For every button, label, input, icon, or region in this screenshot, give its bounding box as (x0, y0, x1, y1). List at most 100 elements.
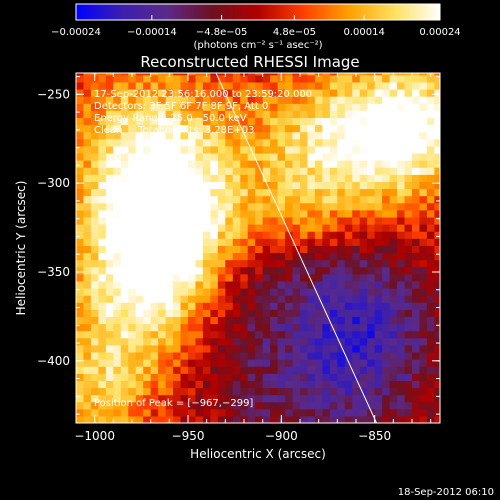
heatmap-cell (329, 81, 338, 90)
heatmap-cell (195, 373, 204, 381)
heatmap-cell (404, 124, 413, 133)
heatmap-cell (322, 209, 331, 218)
heatmap-cell (143, 103, 152, 111)
heatmap-cell (367, 266, 376, 275)
heatmap-cell (352, 238, 361, 246)
heatmap-cell (426, 74, 435, 83)
heatmap-cell (374, 415, 383, 423)
heatmap-cell (314, 373, 323, 381)
heatmap-cell (247, 323, 256, 332)
heatmap-cell (359, 231, 368, 239)
heatmap-cell (426, 287, 435, 296)
heatmap-cell (434, 209, 440, 218)
heatmap-cell (367, 96, 376, 104)
heatmap-cell (210, 408, 219, 417)
heatmap-cell (359, 103, 368, 111)
heatmap-cell (113, 238, 122, 246)
heatmap-cell (367, 209, 376, 218)
heatmap-cell (113, 131, 122, 140)
heatmap-cell (329, 160, 338, 168)
heatmap-cell (292, 117, 301, 126)
heatmap-cell (135, 408, 144, 417)
heatmap-cell (277, 131, 286, 140)
heatmap-cell (300, 373, 309, 381)
heatmap-cell (240, 181, 249, 190)
heatmap-cell (300, 131, 309, 140)
heatmap-cell (374, 373, 383, 381)
heatmap-cell (158, 259, 167, 268)
heatmap-cell (389, 231, 398, 239)
heatmap-cell (180, 252, 189, 261)
heatmap-cell (285, 295, 294, 303)
heatmap-cell (128, 245, 137, 254)
heatmap-cell (83, 74, 92, 83)
heatmap-cell (300, 117, 309, 126)
heatmap-cell (173, 309, 182, 317)
heatmap-cell (120, 287, 129, 296)
heatmap-cell (158, 366, 167, 374)
heatmap-cell (195, 394, 204, 403)
heatmap-cell (404, 167, 413, 175)
heatmap-cell (367, 224, 376, 232)
heatmap-cell (247, 295, 256, 303)
heatmap-cell (426, 330, 435, 339)
heatmap-cell (322, 202, 331, 211)
heatmap-cell (105, 252, 114, 261)
heatmap-cell (195, 231, 204, 239)
heatmap-cell (382, 415, 391, 423)
heatmap-cell (150, 238, 159, 246)
heatmap-cell (389, 287, 398, 296)
heatmap-cell (143, 167, 152, 175)
heatmap-cell (292, 145, 301, 154)
heatmap-cell (83, 110, 92, 119)
heatmap-cell (202, 337, 211, 346)
heatmap-cell (105, 330, 114, 339)
heatmap-cell (359, 287, 368, 296)
heatmap-cell (202, 351, 211, 360)
heatmap-cell (352, 359, 361, 367)
heatmap-cell (292, 103, 301, 111)
heatmap-cell (426, 209, 435, 218)
heatmap-cell (426, 401, 435, 410)
heatmap-cell (270, 74, 279, 83)
heatmap-cell (98, 224, 107, 232)
heatmap-cell (322, 231, 331, 239)
heatmap-cell (322, 195, 331, 204)
heatmap-cell (397, 273, 406, 282)
heatmap-cell (76, 337, 85, 346)
heatmap-cell (419, 224, 428, 232)
heatmap-cell (135, 209, 144, 218)
heatmap-cell (240, 280, 249, 289)
heatmap-cell (165, 231, 174, 239)
heatmap-cell (83, 415, 92, 423)
heatmap-cell (419, 202, 428, 211)
heatmap-cell (105, 174, 114, 182)
heatmap-cell (232, 302, 241, 310)
heatmap-cell (188, 273, 197, 282)
heatmap-cell (158, 323, 167, 332)
heatmap-cell (165, 351, 174, 360)
heatmap-cell (314, 216, 323, 225)
heatmap-cell (329, 231, 338, 239)
heatmap-cell (262, 88, 271, 97)
heatmap-cell (232, 167, 241, 175)
heatmap-cell (329, 117, 338, 126)
heatmap-cell (382, 337, 391, 346)
heatmap-cell (232, 96, 241, 104)
heatmap-cell (98, 74, 107, 83)
heatmap-cell (329, 415, 338, 423)
heatmap-cell (98, 316, 107, 325)
heatmap-cell (188, 202, 197, 211)
heatmap-cell (367, 88, 376, 97)
heatmap-cell (270, 238, 279, 246)
heatmap-cell (404, 401, 413, 410)
heatmap-cell (262, 238, 271, 246)
heatmap-cell (359, 188, 368, 197)
heatmap-cell (359, 124, 368, 133)
heatmap-cell (434, 323, 440, 332)
heatmap-cell (240, 366, 249, 374)
heatmap-cell (202, 74, 211, 83)
heatmap-cell (210, 344, 219, 353)
heatmap-cell (202, 124, 211, 133)
heatmap-cell (322, 224, 331, 232)
